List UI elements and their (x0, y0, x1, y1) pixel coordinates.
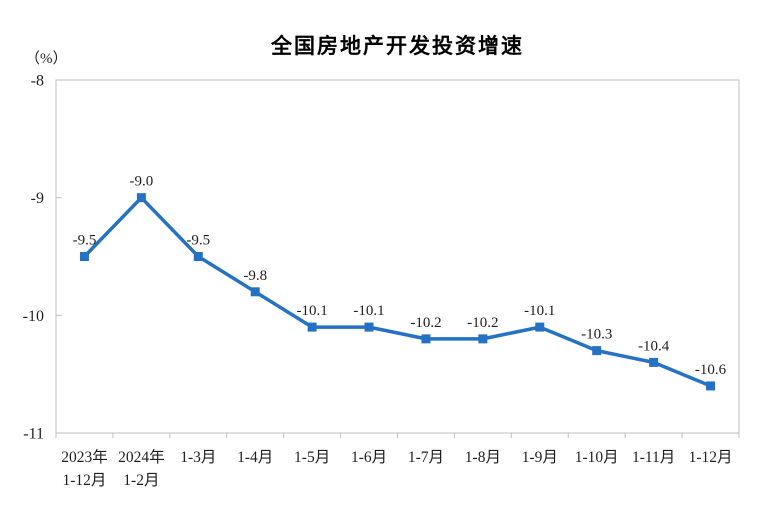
y-axis-unit-label: （%） (25, 51, 68, 67)
x-axis-label: 1-12月 (689, 449, 733, 466)
data-point-label: -10.1 (524, 303, 555, 319)
x-axis-label: 2023年 1-12月 (61, 448, 108, 489)
data-point-marker (478, 334, 488, 344)
data-point-marker (649, 357, 659, 367)
chart-title: 全国房地产开发投资增速 (271, 35, 524, 58)
data-point-marker (706, 381, 716, 391)
y-axis-label: -8 (31, 73, 44, 90)
x-axis-label: 1-11月 (632, 449, 675, 466)
x-axis-label: 2024年 1-2月 (118, 448, 165, 489)
y-axis-label: -9 (31, 190, 44, 207)
data-point-label: -10.3 (581, 327, 612, 343)
x-axis-label: 1-10月 (575, 449, 619, 466)
data-point-label: -10.2 (467, 315, 498, 331)
y-axis-label: -10 (23, 308, 44, 325)
data-point-label: -10.2 (410, 315, 441, 331)
data-point-label: -9.0 (130, 174, 154, 190)
data-point-marker (79, 252, 89, 261)
plot-border (55, 79, 740, 434)
data-point-marker (193, 252, 203, 261)
data-point-marker (421, 334, 431, 344)
data-point-marker (364, 322, 374, 332)
data-point-label: -10.4 (638, 338, 670, 354)
x-axis-label: 1-6月 (351, 449, 387, 466)
y-axis-label: -11 (23, 426, 44, 443)
data-point-label: -10.1 (297, 303, 328, 319)
data-point-label: -10.6 (695, 362, 727, 378)
x-axis-label: 1-3月 (180, 449, 216, 466)
data-point-marker (307, 322, 317, 332)
data-point-marker (250, 287, 260, 297)
x-axis-label: 1-4月 (237, 449, 273, 466)
x-axis-label: 1-9月 (522, 449, 558, 466)
data-point-label: -10.1 (353, 303, 384, 319)
x-axis-label: 1-5月 (294, 449, 330, 466)
data-point-marker (136, 193, 146, 203)
data-point-label: -9.5 (186, 233, 210, 249)
x-axis-label: 1-8月 (465, 449, 501, 466)
data-point-marker (592, 346, 602, 356)
data-point-marker (535, 322, 545, 332)
x-axis-label: 1-7月 (408, 449, 444, 466)
data-point-label: -9.8 (243, 268, 267, 284)
data-point-label: -9.5 (73, 233, 97, 249)
data-line (82, 195, 713, 388)
